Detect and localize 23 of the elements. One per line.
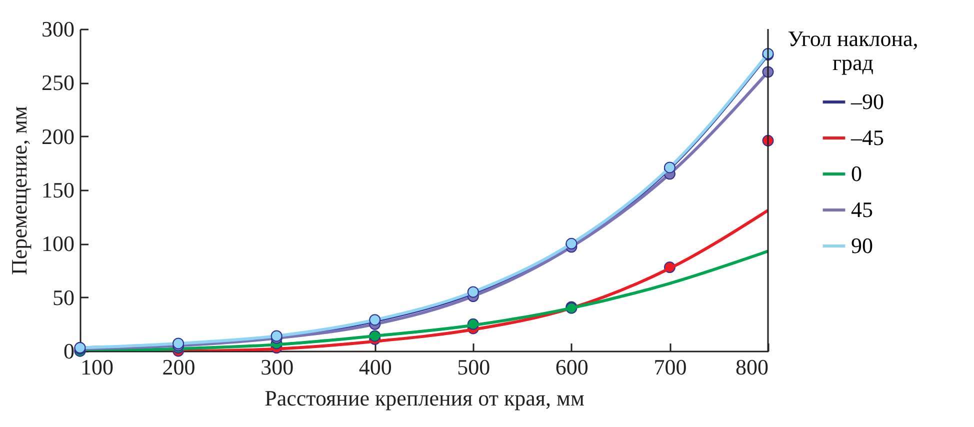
legend-label: 0 [851, 161, 862, 186]
x-tick-label: 100 [80, 354, 114, 380]
legend-label: 90 [851, 233, 873, 258]
y-tick-label: 50 [52, 284, 74, 310]
y-tick-label: 150 [42, 178, 74, 202]
x-tick-label: 500 [457, 354, 490, 380]
x-axis-title: Расстояние крепления от края, мм [264, 386, 584, 410]
x-tick-label: 800 [736, 354, 768, 380]
y-tick-label: 300 [42, 16, 74, 42]
legend-label: –90 [850, 89, 884, 114]
x-tick-label: 200 [162, 354, 196, 380]
x-tick-label: 700 [654, 354, 687, 380]
legend-label: –45 [850, 125, 884, 150]
x-tick-label: 400 [358, 354, 392, 380]
legend-label: 45 [851, 197, 873, 222]
legend-title: Угол наклона, град [788, 26, 918, 75]
y-tick-label: 100 [42, 231, 74, 256]
y-tick-label: 200 [42, 124, 74, 149]
y-tick-label: 250 [42, 70, 74, 96]
x-tick-label: 600 [555, 354, 588, 380]
y-tick-label: 0 [64, 338, 74, 364]
y-axis-title: Перемещение, мм [6, 106, 32, 275]
x-tick-label: 300 [260, 354, 294, 380]
